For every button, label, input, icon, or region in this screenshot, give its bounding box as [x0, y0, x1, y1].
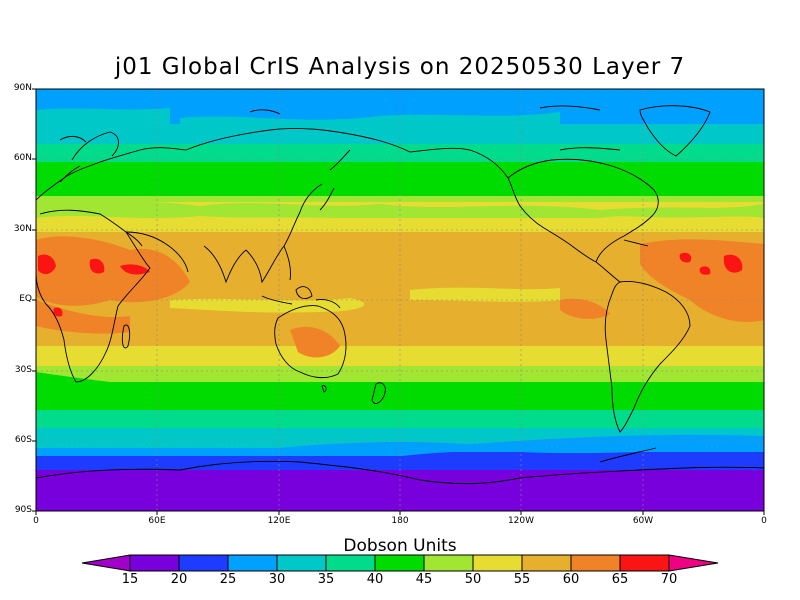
colorbar-segment	[570, 554, 621, 572]
colorbar-segment	[276, 554, 327, 572]
lat-label: 90S	[14, 505, 32, 515]
colorbar-segment	[472, 554, 523, 572]
colorbar-tick-label: 30	[268, 572, 286, 587]
colorbar-segment	[619, 554, 670, 572]
lat-label: 30N	[13, 224, 32, 234]
colorbar-tick-label: 70	[660, 572, 678, 587]
colorbar-tick-label: 65	[611, 572, 629, 587]
lon-label: 180	[391, 516, 409, 526]
colorbar-tick-label: 20	[170, 572, 188, 587]
lat-label: 60S	[14, 435, 32, 445]
colorbar-tick-label: 40	[366, 572, 384, 587]
lat-label: 90N	[13, 83, 32, 93]
map-title: j01 Global CrIS Analysis on 20250530 Lay…	[114, 54, 686, 80]
lon-label: 0	[761, 516, 767, 526]
colorbar-tick-label: 60	[562, 572, 580, 587]
colorbar-segment	[178, 554, 229, 572]
lat-label: 60N	[13, 153, 32, 163]
colorbar-tick-label: 55	[513, 572, 531, 587]
colorbar-segment	[325, 554, 376, 572]
colorbar-tick-label: 35	[317, 572, 335, 587]
colorbar-segment	[521, 554, 572, 572]
colorbar-tick-label: 50	[464, 572, 482, 587]
lon-label: 120E	[267, 516, 291, 526]
colorbar-segment	[129, 554, 180, 572]
colorbar-segment	[227, 554, 278, 572]
ozone-contour-field	[36, 89, 764, 511]
axis-ticks	[32, 88, 765, 515]
lon-label: 60E	[148, 516, 166, 526]
colorbar-low-arrow	[81, 554, 131, 572]
coastlines	[36, 105, 764, 485]
colorbar-segment	[423, 554, 474, 572]
colorbar-title: Dobson Units	[343, 536, 457, 556]
lon-label: 0	[33, 516, 39, 526]
lat-label: EQ	[19, 294, 32, 304]
colorbar-segment	[374, 554, 425, 572]
colorbar-high-arrow	[668, 554, 719, 572]
colorbar	[81, 554, 719, 572]
lon-label: 60W	[632, 516, 654, 526]
colorbar-tick-label: 45	[415, 572, 433, 587]
colorbar-tick-label: 15	[121, 572, 139, 587]
lon-label: 120W	[507, 516, 535, 526]
lat-label: 30S	[14, 365, 32, 375]
gridlines	[36, 89, 764, 511]
colorbar-tick-label: 25	[219, 572, 237, 587]
